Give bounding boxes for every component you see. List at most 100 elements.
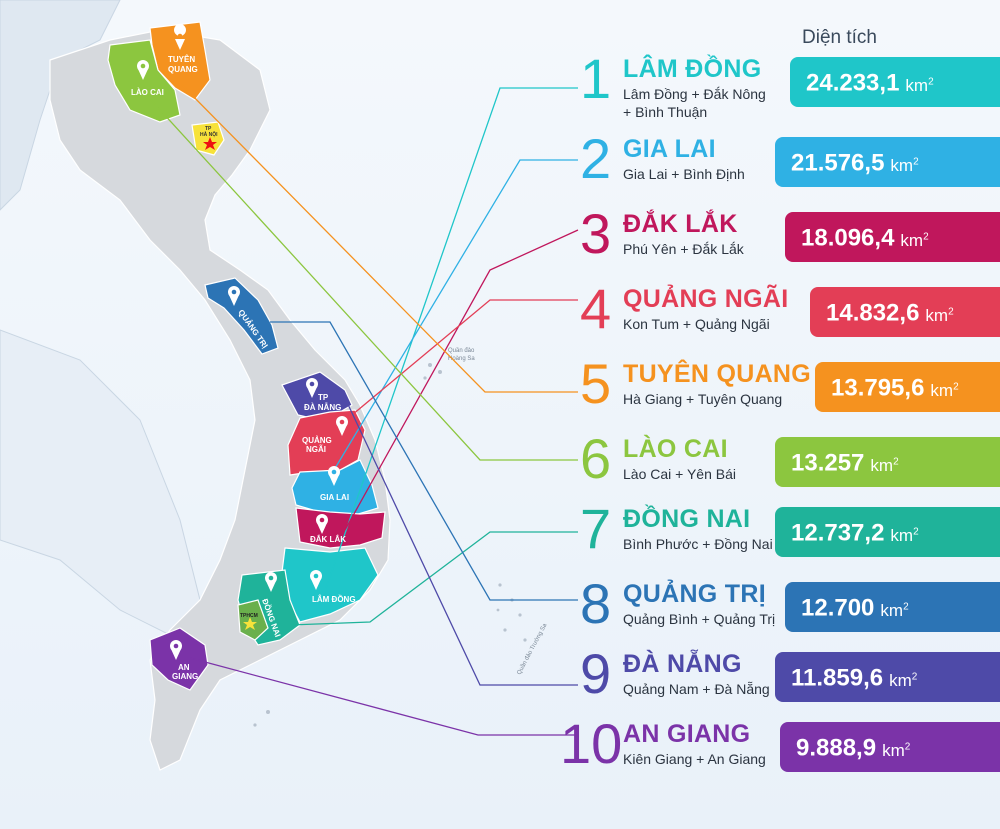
area-unit: km2 (930, 380, 959, 400)
label-quang-ngai: QUẢNG (302, 436, 332, 445)
map-pins (137, 24, 348, 660)
province-name: LÂM ĐỒNG (623, 55, 762, 83)
area-value: 11.859,6 (791, 664, 884, 692)
merged-provinces: Kiên Giang + An Giang (623, 751, 766, 767)
area-badge: 13.795,6 km2 (815, 362, 1000, 412)
area-unit: km2 (925, 305, 954, 325)
merged-provinces: Hà Giang + Tuyên Quang (623, 391, 783, 407)
line-da-nang (344, 397, 578, 686)
area-unit: km2 (889, 670, 918, 690)
area-badge: 12.700 km2 (785, 582, 1000, 632)
area-value: 24.233,1 (806, 69, 900, 97)
province-an-giang[interactable] (149, 627, 209, 691)
label-an-giang-2: GIANG (172, 672, 198, 681)
line-dak-lak (344, 229, 579, 531)
province-ha-noi[interactable] (191, 121, 225, 156)
province-lam-dong[interactable] (281, 547, 379, 623)
label-tuyen-quang: TUYÊN (168, 55, 195, 64)
line-quang-tri (270, 321, 578, 601)
rank-number: 2 (580, 127, 612, 190)
area-unit: km2 (905, 75, 934, 95)
label-ha-noi: TP (205, 126, 212, 132)
hoang-sa-label-2: Hoàng Sa (448, 356, 475, 362)
line-dong-nai (289, 531, 578, 626)
area-unit: km2 (890, 155, 919, 175)
rank-number: 7 (580, 497, 612, 560)
area-badge: 12.737,2 km2 (775, 507, 1000, 557)
province-name: GIA LAI (623, 135, 716, 163)
area-value: 14.832,6 (826, 299, 920, 327)
label-lao-cai: LÀO CAI (131, 88, 164, 97)
pin-icon (306, 378, 318, 398)
hoang-sa-label: Quần đảo (448, 348, 475, 354)
label-gia-lai: GIA LAI (320, 493, 349, 502)
merged-provinces: Bình Phước + Đồng Nai (623, 536, 773, 552)
pin-icon (336, 416, 348, 436)
line-gia-lai (327, 159, 578, 481)
area-badge: 18.096,4 km2 (785, 212, 1000, 262)
province-name: TUYÊN QUANG (623, 360, 812, 388)
star-icon (243, 617, 257, 630)
province-name: QUẢNG NGÃI (623, 285, 789, 313)
area-unit: km2 (900, 230, 929, 250)
line-lam-dong (325, 87, 578, 589)
area-badge: 24.233,1 km2 (790, 57, 1000, 107)
pin-icon (228, 286, 240, 306)
pin-icon (170, 640, 182, 660)
area-badge: 14.832,6 km2 (810, 287, 1000, 337)
rank-number: 5 (580, 352, 612, 415)
area-value: 18.096,4 (801, 224, 895, 252)
area-value: 12.737,2 (791, 519, 885, 547)
province-quang-tri[interactable] (204, 277, 279, 355)
area-unit: km2 (890, 525, 919, 545)
connector-lines (139, 84, 579, 736)
label-quang-ngai-2: NGÃI (306, 445, 326, 454)
area-unit: km2 (870, 455, 899, 475)
label-lam-dong: LÂM ĐỒNG (312, 594, 356, 604)
province-da-nang[interactable] (281, 371, 353, 421)
rank-number: 10 (560, 712, 623, 775)
pin-icon (265, 572, 277, 592)
rank-number: 6 (580, 427, 612, 490)
rank-number: 1 (580, 47, 612, 110)
label-tphcm: TPHCM (240, 613, 258, 619)
pin-icon (174, 24, 187, 50)
province-name: ĐÀ NẴNG (623, 650, 742, 678)
merged-provinces: Lào Cai + Yên Bái (623, 466, 736, 482)
area-badge: 21.576,5 km2 (775, 137, 1000, 187)
merged-provinces: Quảng Bình + Quảng Trị (623, 611, 776, 627)
pin-icon (316, 514, 328, 534)
area-badge: 13.257 km2 (775, 437, 1000, 487)
province-name: ĐỒNG NAI (623, 505, 751, 533)
merged-provinces: Kon Tum + Quảng Ngãi (623, 316, 770, 332)
area-value: 21.576,5 (791, 149, 885, 177)
label-da-nang: TP (318, 393, 329, 402)
star-icon (203, 137, 217, 150)
line-quang-ngai (339, 299, 578, 426)
label-an-giang: AN (178, 663, 190, 672)
line-lao-cai (139, 87, 578, 461)
area-value: 12.700 (801, 594, 875, 622)
pin-icon (328, 466, 340, 486)
province-name: LÀO CAI (623, 435, 728, 463)
line-an-giang (189, 657, 578, 736)
pin-icon (137, 60, 149, 80)
area-value: 13.257 (791, 449, 865, 477)
area-badge: 11.859,6 km2 (775, 652, 1000, 702)
truong-sa-label: Quần đảo Trường Sa (516, 622, 548, 676)
area-unit: km2 (882, 740, 911, 760)
pin-icon (310, 570, 322, 590)
rank-number: 3 (580, 202, 612, 265)
label-da-nang-2: ĐÀ NẴNG (304, 403, 341, 412)
merged-provinces: Gia Lai + Bình Định (623, 166, 745, 182)
province-tphcm[interactable] (237, 599, 269, 641)
rank-number: 8 (580, 572, 612, 635)
area-value: 13.795,6 (831, 374, 925, 402)
label-dak-lak: ĐẮK LẮK (310, 535, 346, 544)
province-lao-cai[interactable] (107, 39, 181, 123)
merged-provinces: Phú Yên + Đắk Lắk (623, 241, 744, 257)
province-name: QUẢNG TRỊ (623, 580, 766, 608)
rank-number: 4 (580, 277, 612, 340)
province-name: AN GIANG (623, 720, 751, 748)
